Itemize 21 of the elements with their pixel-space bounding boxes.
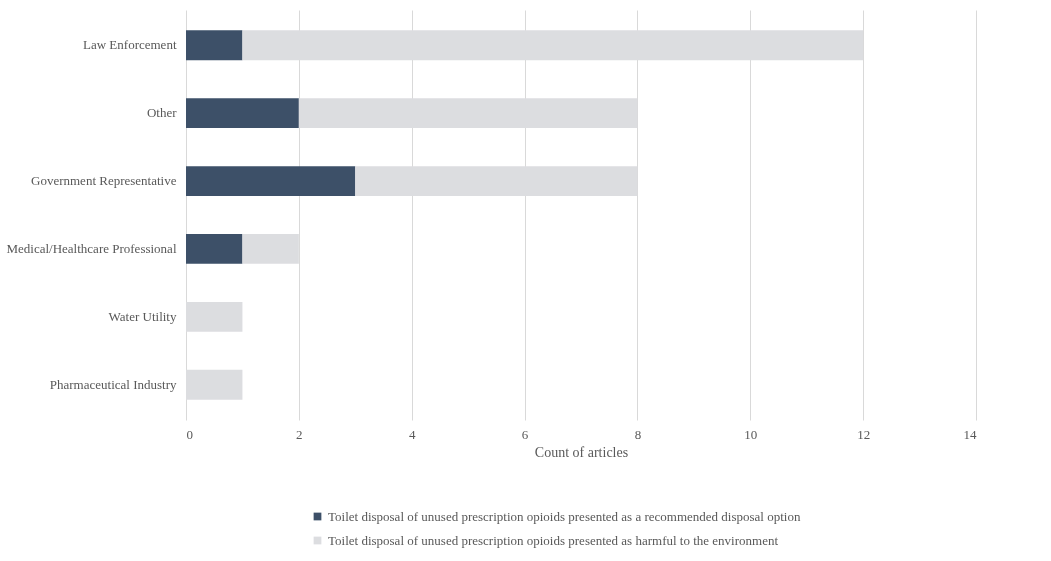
bar	[186, 98, 299, 129]
x-tick-label: 10	[744, 426, 758, 442]
bar	[186, 30, 243, 61]
x-tick-label: 14	[963, 426, 977, 442]
legend-label: Toilet disposal of unused prescription opioids presented as a recommended disposal option	[328, 508, 801, 524]
x-tick-label: 12	[857, 426, 871, 442]
y-tick-label: Medical/Healthcare Professional	[6, 240, 177, 256]
x-axis-title: Count of articles	[534, 444, 629, 460]
bar	[186, 234, 243, 264]
y-tick-label: Law Enforcement	[83, 37, 177, 53]
x-tick-label: 2	[296, 426, 303, 442]
bar	[186, 166, 356, 196]
x-tick-label: 0	[186, 426, 193, 442]
y-tick-label: Water Utility	[108, 308, 177, 324]
x-tick-label: 6	[521, 426, 529, 442]
y-tick-label: Government Representative	[31, 173, 177, 189]
x-tick-label: 8	[634, 426, 642, 442]
x-tick-label: 4	[408, 426, 416, 442]
y-tick-label: Pharmaceutical Industry	[49, 376, 177, 392]
legend-label: Toilet disposal of unused prescription opioids presented as harmful to the environment	[328, 532, 779, 548]
y-tick-label: Other	[146, 105, 178, 121]
